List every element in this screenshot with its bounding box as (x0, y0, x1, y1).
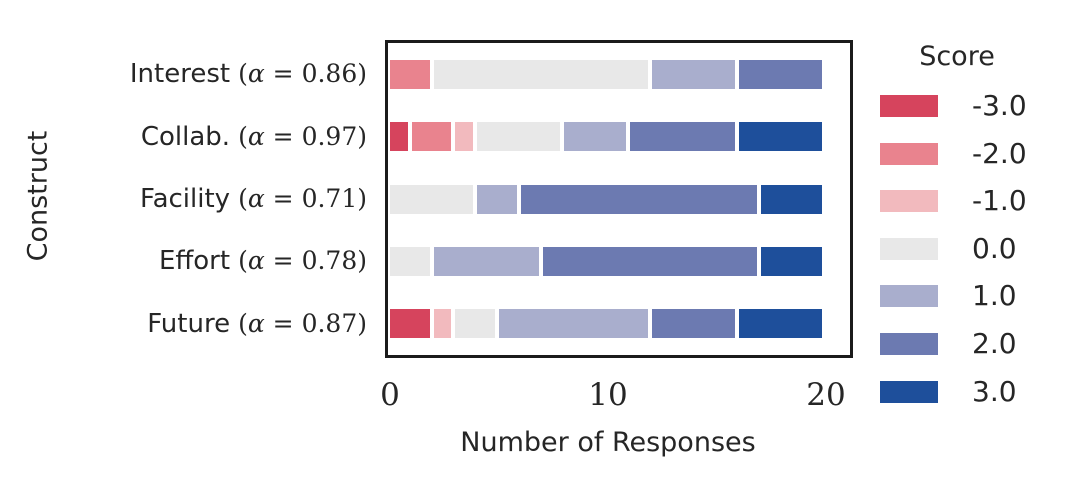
alpha-value: (α = 0.78) (238, 246, 367, 276)
bar-segment (738, 59, 822, 89)
alpha-value: (α = 0.71) (238, 184, 367, 213)
y-tick-label: Interest (α = 0.86) (0, 57, 367, 91)
construct-name: Collab. (140, 121, 231, 152)
y-tick-label: Facility (α = 0.71) (0, 182, 367, 216)
bar-segment (498, 309, 648, 339)
legend-swatch (880, 190, 938, 213)
legend-swatch (880, 95, 938, 117)
bar-row (390, 122, 826, 152)
bar-segment (477, 122, 561, 152)
y-tick-label: Effort (α = 0.78) (0, 244, 367, 278)
construct-name: Future (147, 308, 231, 339)
bar-segment (455, 122, 474, 152)
bar-segment (738, 309, 822, 339)
legend-swatch (880, 380, 938, 403)
x-tick-label: 20 (806, 377, 846, 413)
bar-segment (433, 309, 452, 339)
legend-swatch (880, 285, 938, 308)
x-axis-title: Number of Responses (460, 427, 756, 458)
legend-label: 1.0 (972, 279, 1017, 313)
bar-segment (564, 122, 626, 152)
construct-name: Effort (158, 246, 231, 277)
bar-segment (542, 246, 757, 276)
construct-name: Interest (129, 59, 231, 90)
legend-title: Score (919, 41, 995, 72)
y-tick-label: Future (α = 0.87) (0, 307, 367, 341)
legend-label: -2.0 (972, 136, 1027, 170)
bar-segment (390, 122, 408, 152)
bar-segment (760, 246, 822, 276)
bar-segment (738, 122, 822, 152)
legend-label: 2.0 (972, 327, 1017, 360)
plot-area (385, 40, 853, 358)
legend-swatch (880, 333, 938, 355)
bar-row (390, 309, 826, 339)
legend-label: -1.0 (972, 184, 1027, 218)
bar-segment (629, 122, 735, 152)
construct-name: Facility (140, 184, 231, 214)
alpha-value: (α = 0.87) (238, 308, 367, 338)
bar-segment (651, 59, 735, 89)
legend-swatch (880, 142, 938, 165)
bar-segment (390, 246, 430, 276)
bar-row (390, 184, 826, 214)
x-tick-label: 10 (588, 377, 628, 413)
bar-segment (433, 59, 648, 89)
bar-segment (760, 184, 822, 214)
bar-segment (651, 309, 735, 339)
alpha-value: (α = 0.86) (238, 59, 367, 89)
bar-row (390, 246, 826, 276)
bar-segment (477, 184, 517, 214)
y-tick-label: Collab. (α = 0.97) (0, 120, 367, 154)
bar-segment (411, 122, 452, 152)
bar-segment (390, 309, 430, 339)
bar-segment (520, 184, 757, 214)
legend-label: -3.0 (972, 89, 1027, 122)
legend-swatch (880, 237, 938, 260)
x-tick-label: 0 (380, 377, 400, 413)
bar-segment (390, 59, 430, 89)
legend-label: 0.0 (972, 231, 1017, 265)
bar-segment (390, 184, 474, 214)
bar-segment (433, 246, 539, 276)
bar-row (390, 59, 826, 89)
alpha-value: (α = 0.97) (238, 121, 367, 151)
legend-label: 3.0 (972, 374, 1017, 408)
bar-segment (455, 309, 495, 339)
